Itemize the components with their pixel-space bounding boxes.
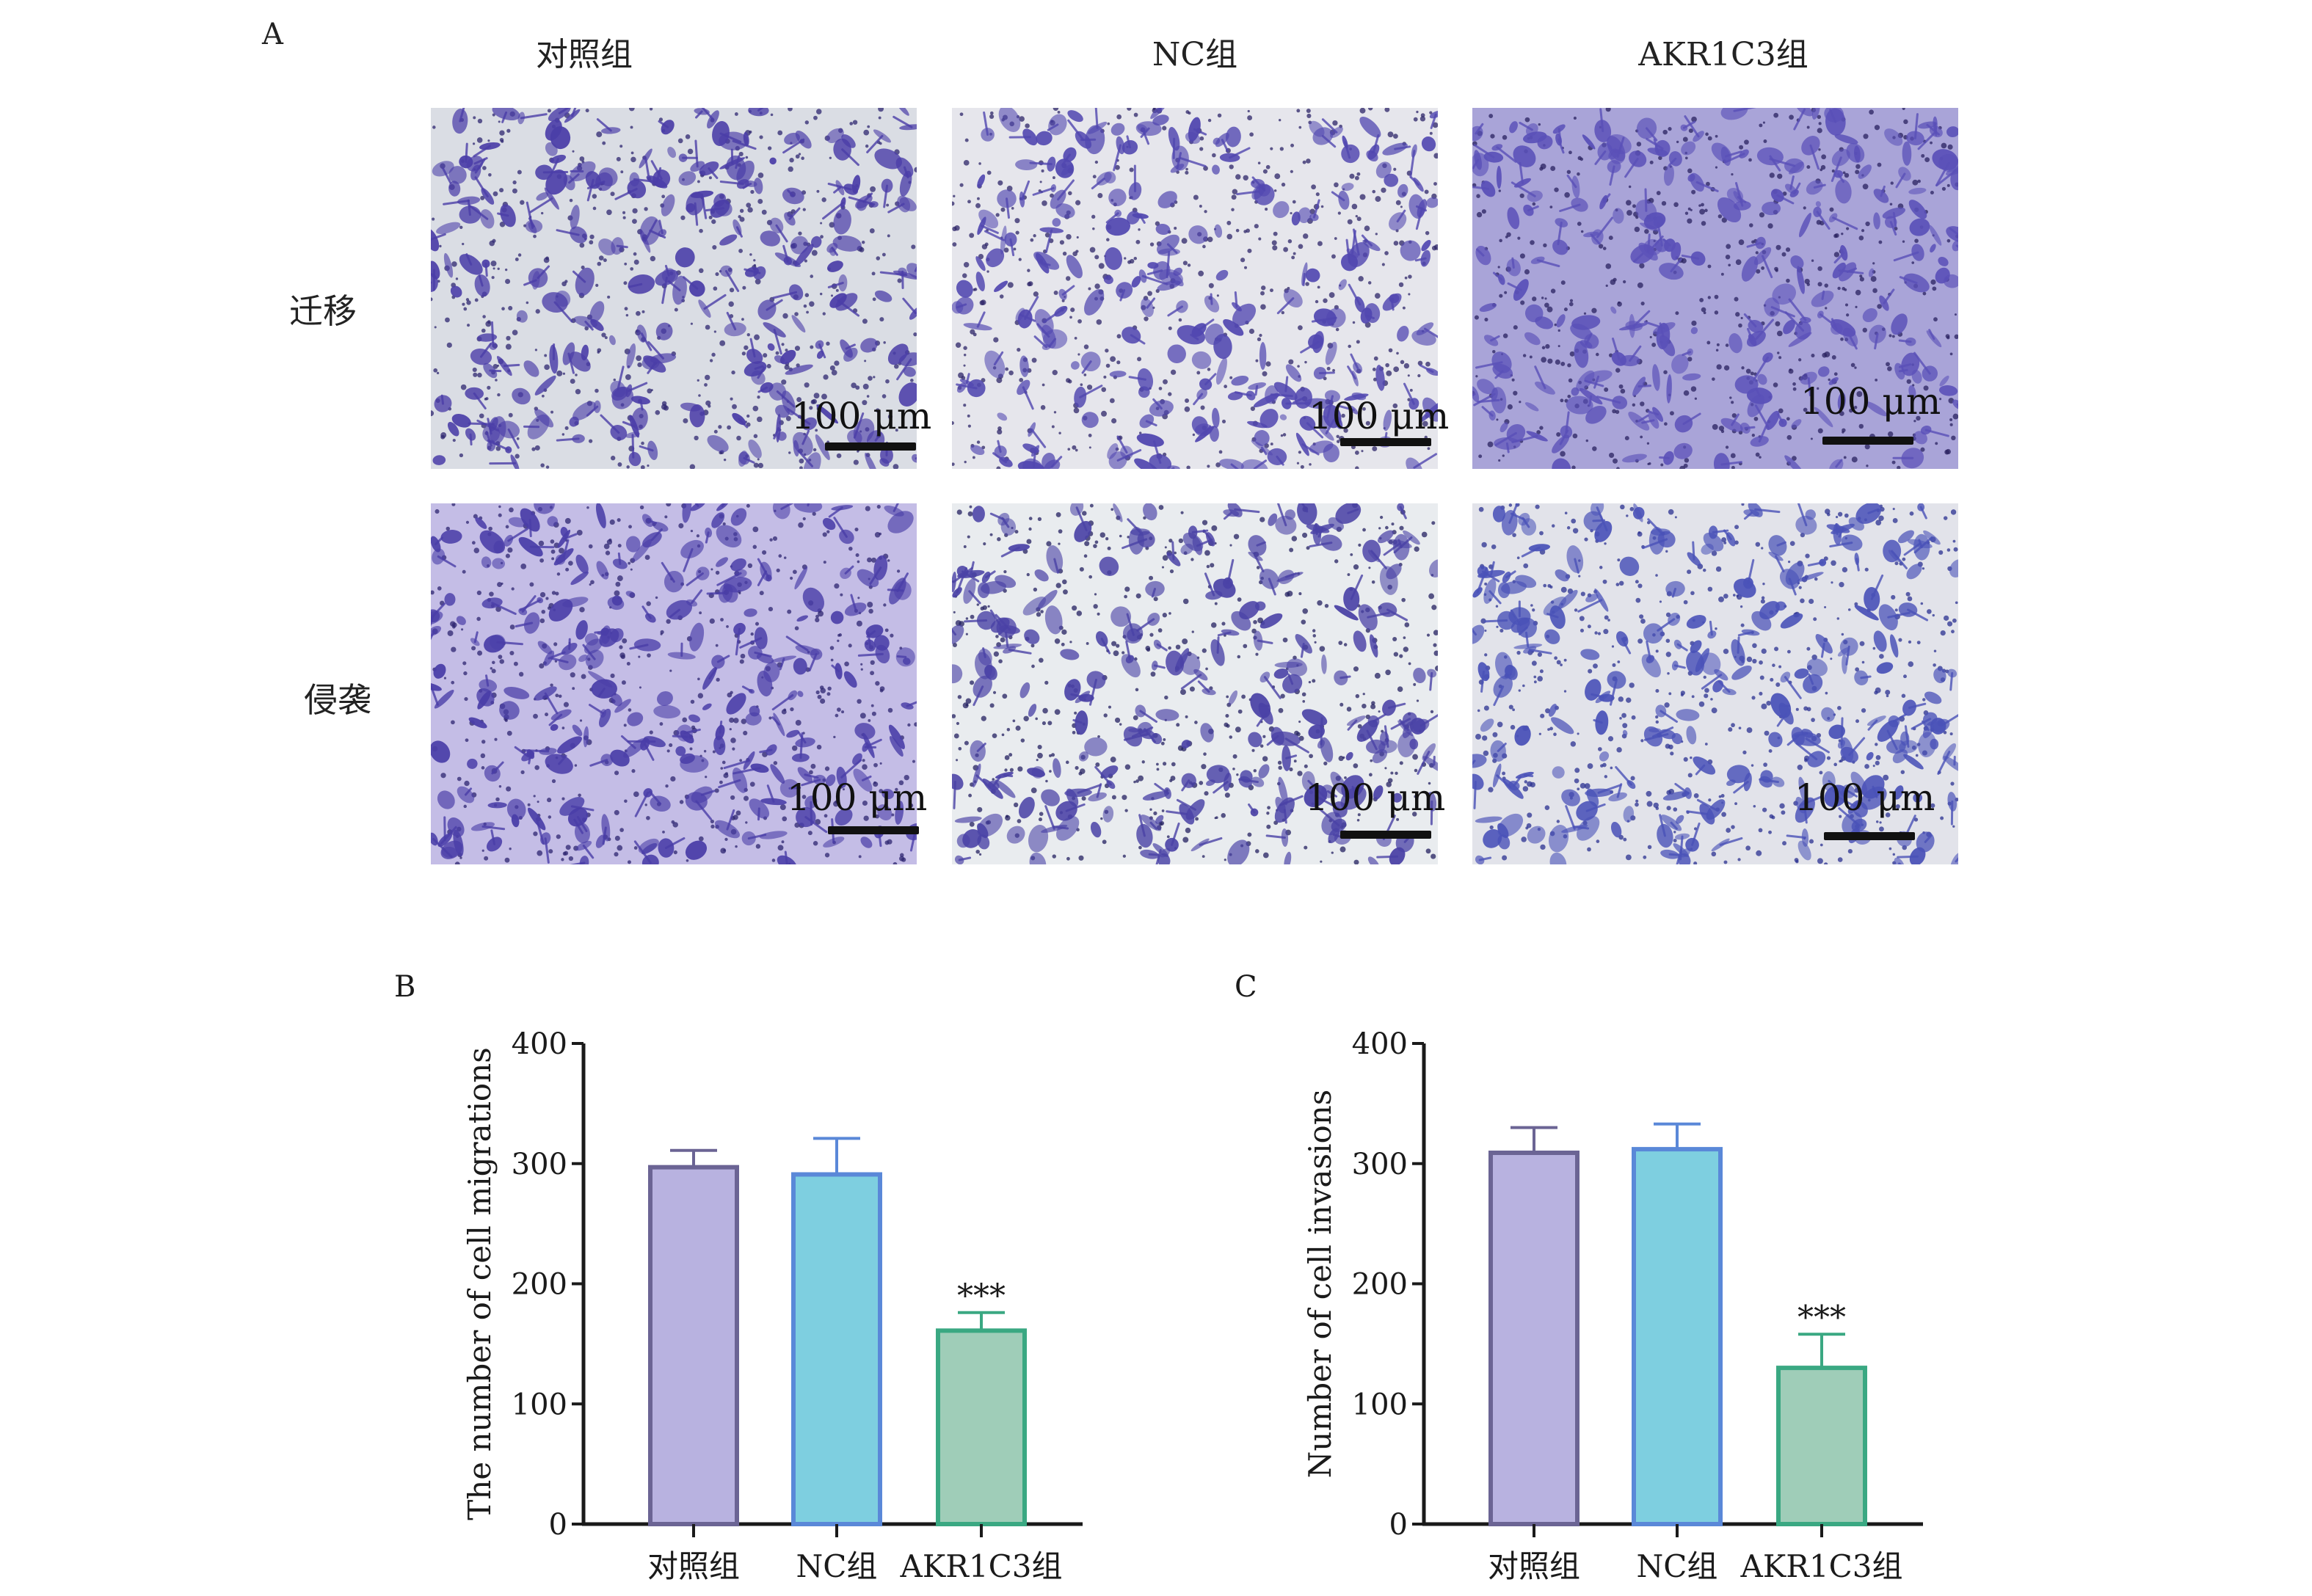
micrograph-invasion-nc	[952, 503, 1438, 864]
bar	[791, 1172, 882, 1526]
chart-panel-letter: B	[394, 970, 415, 1004]
x-tick-label: AKR1C3组	[1740, 1548, 1903, 1584]
significance-marker: ***	[957, 1278, 1006, 1315]
y-tick-label: 100	[1352, 1388, 1408, 1421]
y-tick-label: 0	[549, 1508, 567, 1542]
scale-label: 100 μm	[1305, 776, 1446, 819]
chart-b: B The number of cell migrations 0 100 200 300…	[394, 970, 1083, 1584]
scale-bar	[1340, 831, 1431, 839]
column-header-akr1c3: AKR1C3组	[1638, 36, 1808, 73]
y-tick-label: 300	[1352, 1148, 1408, 1181]
micrograph-migration-nc	[952, 108, 1438, 469]
scale-bar	[828, 826, 919, 834]
x-tick-label: 对照组	[1488, 1548, 1580, 1584]
x-tick-label: 对照组	[647, 1548, 740, 1584]
scale-label: 100 μm	[1795, 776, 1935, 819]
y-tick-label: 300	[512, 1148, 567, 1181]
x-tick-label: NC组	[796, 1548, 878, 1584]
column-header-nc: NC组	[1152, 36, 1238, 73]
scale-label: 100 μm	[787, 776, 928, 819]
bar	[1488, 1151, 1579, 1526]
scale-label: 100 μm	[791, 395, 932, 437]
y-tick-label: 400	[512, 1027, 567, 1061]
y-axis-label: The number of cell migrations	[462, 1047, 498, 1520]
scale-label: 100 μm	[1800, 380, 1941, 423]
chart-c: C Number of cell invasions 0 100 200 300 400 对照…	[1235, 970, 1923, 1584]
scale-label: 100 μm	[1309, 395, 1450, 437]
micrograph-migration-akr1c3	[1472, 108, 1958, 469]
y-tick-label: 200	[1352, 1268, 1408, 1302]
row-header-migration: 迁移	[289, 291, 357, 331]
scale-bar	[1824, 832, 1915, 840]
bar	[1776, 1366, 1867, 1526]
y-tick-label: 200	[512, 1268, 567, 1302]
bar	[648, 1165, 739, 1526]
micrograph-invasion-akr1c3	[1472, 503, 1958, 864]
micrograph-migration-control	[431, 108, 917, 469]
panel-letter-a: A	[262, 18, 283, 51]
y-tick-label: 100	[512, 1388, 567, 1421]
bar	[1632, 1147, 1723, 1526]
scale-bar	[1822, 437, 1913, 445]
scale-bar	[1340, 438, 1431, 446]
x-tick-label: NC组	[1637, 1548, 1718, 1584]
micrograph-invasion-control	[431, 503, 917, 864]
y-tick-label: 0	[1389, 1508, 1408, 1542]
column-header-control: 对照组	[536, 36, 633, 73]
x-tick-label: AKR1C3组	[900, 1548, 1063, 1584]
chart-panel-letter: C	[1235, 970, 1257, 1004]
bar	[936, 1328, 1027, 1526]
y-tick-label: 400	[1352, 1027, 1408, 1061]
significance-marker: ***	[1797, 1299, 1846, 1336]
y-axis-label: Number of cell invasions	[1302, 1090, 1338, 1479]
scale-bar	[825, 442, 916, 451]
row-header-invasion: 侵袭	[304, 680, 371, 720]
